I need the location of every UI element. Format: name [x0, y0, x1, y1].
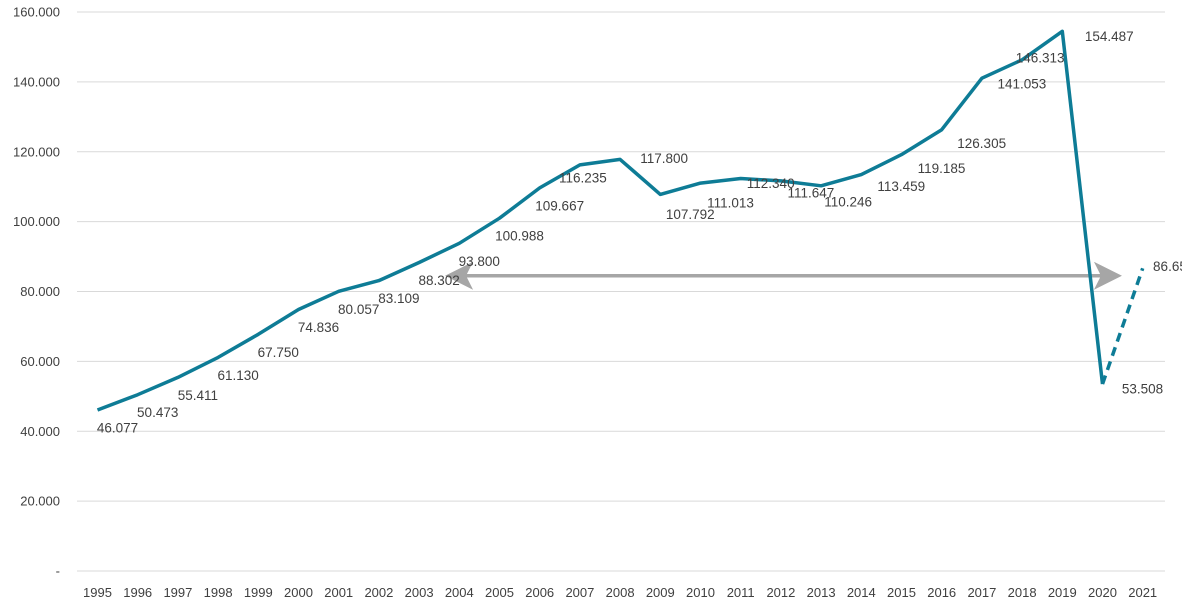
series-line-dashed — [1100, 267, 1145, 385]
x-tick-label: 1996 — [123, 585, 152, 600]
y-axis-ticks: - 20.000 40.000 60.000 80.000 100.000 120.000 1… — [13, 5, 60, 579]
data-label: 74.836 — [298, 320, 339, 335]
x-tick-label: 2011 — [727, 585, 755, 600]
x-tick-label: 2001 — [324, 585, 353, 600]
x-tick-label: 2015 — [887, 585, 916, 600]
x-tick-label: 2006 — [525, 585, 554, 600]
x-tick-label: 2003 — [405, 585, 434, 600]
x-tick-label: 2002 — [364, 585, 393, 600]
x-axis-ticks: 1995 1996 1997 1998 1999 2000 2001 2002 2003 2004… — [83, 585, 1157, 600]
x-tick-label: 2012 — [766, 585, 795, 600]
data-label: 46.077 — [97, 421, 138, 436]
x-tick-label: 2010 — [686, 585, 715, 600]
data-label: 107.792 — [666, 207, 715, 222]
x-tick-label: 2020 — [1088, 585, 1117, 600]
data-label: 117.800 — [640, 151, 688, 166]
data-label: 83.109 — [378, 291, 419, 306]
x-tick-label: 2018 — [1008, 585, 1037, 600]
data-label: 126.305 — [957, 136, 1006, 151]
series-line-solid — [96, 29, 1105, 412]
data-label: 100.988 — [495, 229, 544, 244]
x-tick-label: 2014 — [847, 585, 876, 600]
y-tick-label: 40.000 — [20, 424, 60, 439]
data-label: 110.246 — [824, 194, 872, 209]
x-tick-label: 2021 — [1128, 585, 1157, 600]
data-label: 109.667 — [535, 198, 584, 213]
y-tick-label: 60.000 — [20, 354, 60, 369]
data-label: 53.508 — [1122, 382, 1163, 397]
y-tick-label: 20.000 — [20, 494, 60, 509]
y-tick-label: 120.000 — [13, 144, 60, 159]
data-label: 50.473 — [137, 405, 178, 420]
y-tick-label: 140.000 — [13, 74, 60, 89]
data-label: 113.459 — [877, 179, 925, 194]
data-label: 146.313 — [1016, 50, 1065, 65]
y-tick-label: - — [56, 564, 60, 579]
y-tick-label: 160.000 — [13, 5, 60, 20]
data-label: 55.411 — [178, 388, 218, 403]
data-label: 154.487 — [1085, 29, 1134, 44]
x-tick-label: 2004 — [445, 585, 474, 600]
x-tick-label: 2013 — [807, 585, 836, 600]
data-label: 119.185 — [918, 161, 966, 176]
x-tick-label: 2019 — [1048, 585, 1077, 600]
x-tick-label: 2009 — [646, 585, 675, 600]
data-label: 141.053 — [997, 77, 1046, 92]
x-tick-label: 2016 — [927, 585, 956, 600]
x-tick-label: 1998 — [204, 585, 233, 600]
data-label: 61.130 — [217, 368, 258, 383]
data-label: 116.235 — [559, 170, 607, 185]
data-label: 67.750 — [258, 345, 299, 360]
data-label: 86.654 — [1153, 259, 1182, 274]
x-tick-label: 2007 — [565, 585, 594, 600]
x-tick-label: 2000 — [284, 585, 313, 600]
data-label: 80.057 — [338, 302, 379, 317]
data-label: 111.647 — [788, 185, 835, 200]
x-tick-label: 2008 — [606, 585, 635, 600]
data-label: 93.800 — [459, 254, 500, 269]
x-tick-label: 1999 — [244, 585, 273, 600]
series-line — [96, 29, 1145, 412]
y-tick-label: 80.000 — [20, 284, 60, 299]
data-label: 88.302 — [418, 273, 459, 288]
x-tick-label: 2017 — [967, 585, 996, 600]
x-tick-label: 1995 — [83, 585, 112, 600]
x-tick-label: 2005 — [485, 585, 514, 600]
gridlines — [77, 11, 1165, 572]
x-tick-label: 1997 — [163, 585, 192, 600]
data-label: 111.013 — [707, 196, 754, 211]
data-label: 112.340 — [747, 176, 795, 191]
y-tick-label: 100.000 — [13, 214, 60, 229]
